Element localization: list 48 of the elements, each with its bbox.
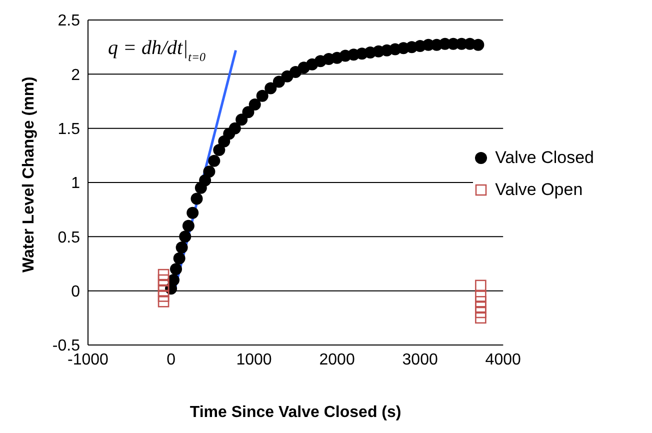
point [213,144,226,156]
point [170,263,182,276]
x-tick-label: 3000 [402,351,438,368]
y-axis-title: Water Level Change (mm) [20,76,38,272]
point [199,174,212,186]
y-tick-label: 1 [71,175,80,192]
point [472,38,484,51]
point [190,192,203,205]
point [475,280,486,292]
y-tick-label: 1.5 [58,121,80,138]
point [475,312,486,324]
y-tick-label: 0.5 [58,229,80,246]
annotation: q = dh/dt|$_{t=0}$ [108,37,206,64]
point [179,230,192,243]
legend-label: Valve Closed [495,148,594,168]
point [475,290,486,302]
point [242,106,254,118]
point [158,274,170,286]
x-tick-label: 4000 [485,351,521,368]
point [168,274,180,286]
y-tick-label: 2 [71,66,80,84]
point [173,252,186,264]
x-tick-label: 2000 [319,351,355,368]
point [272,76,285,88]
point [248,98,261,110]
point [228,122,241,134]
point [158,280,170,292]
point [208,154,220,167]
point [182,220,194,232]
x-tick-label: 0 [166,351,176,368]
point [475,306,486,318]
point [158,290,170,302]
point [236,114,248,126]
point [475,301,486,313]
point [158,296,170,308]
point [264,82,277,94]
point [475,296,486,308]
point [158,268,170,280]
legend-label: Valve Open [495,180,583,200]
point [186,206,199,219]
point [203,166,216,178]
x-axis-title: Time Since Valve Closed (s) [190,404,402,421]
x-tick-label: 1000 [236,351,272,368]
point [256,90,268,102]
point [176,242,188,254]
point [158,285,170,296]
y-tick-label: 2.5 [58,12,80,30]
y-tick-label: 0 [71,284,80,301]
